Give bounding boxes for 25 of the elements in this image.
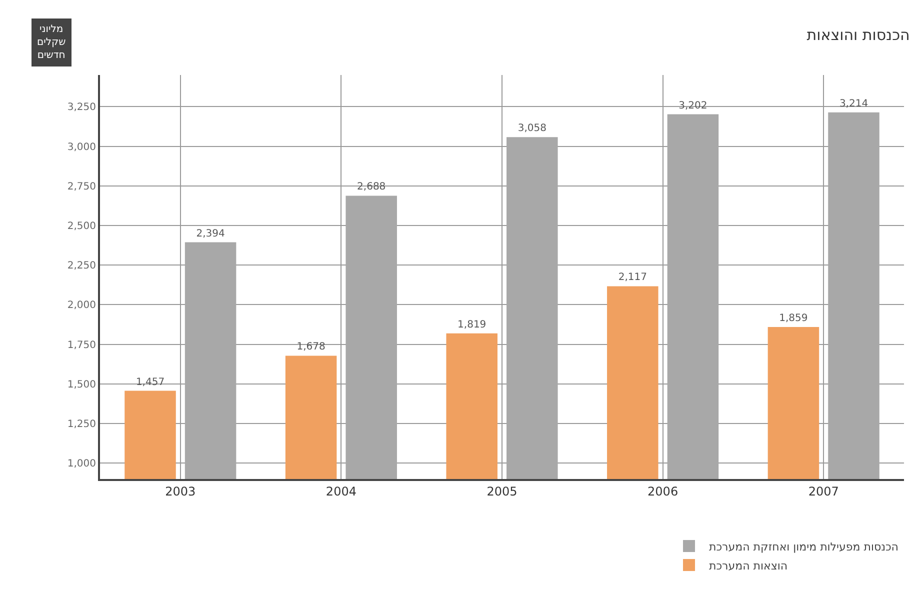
x-tick-label: 2007 bbox=[808, 484, 839, 498]
data-label: 2,117 bbox=[618, 272, 647, 284]
y-tick-label: 1,750 bbox=[67, 340, 96, 351]
y-tick-label: 1,000 bbox=[67, 458, 96, 470]
y-tick-label: 1,250 bbox=[67, 419, 96, 430]
y-tick-label: 2,250 bbox=[67, 260, 96, 272]
data-label: 1,859 bbox=[779, 313, 808, 324]
x-tick-label: 2003 bbox=[165, 484, 196, 498]
y-axis-title: מליוני שקלים חדשים bbox=[37, 24, 66, 61]
data-label: 2,394 bbox=[196, 228, 225, 240]
data-label: 1,819 bbox=[458, 319, 486, 330]
y-tick-label: 2,500 bbox=[67, 221, 96, 232]
legend-label: הוצאות המערכת bbox=[709, 559, 788, 572]
y-tick-label: 3,250 bbox=[67, 102, 96, 114]
data-label: 1,678 bbox=[296, 342, 326, 353]
y-tick-label: 3,000 bbox=[67, 142, 96, 153]
y-tick-label: 1,500 bbox=[67, 379, 96, 390]
x-tick-label: 2004 bbox=[326, 484, 356, 498]
x-tick-label: 2005 bbox=[486, 484, 518, 498]
x-tick-label: 2006 bbox=[648, 484, 678, 498]
legend-label: הכנסות מפעילות מימון ואחזקת המערכת bbox=[709, 540, 898, 554]
y-tick-label: 2,000 bbox=[67, 300, 96, 312]
data-label: 3,058 bbox=[518, 123, 546, 134]
chart-title: הכנסות והוצאות bbox=[806, 26, 910, 44]
y-tick-label: 2,750 bbox=[67, 181, 96, 192]
